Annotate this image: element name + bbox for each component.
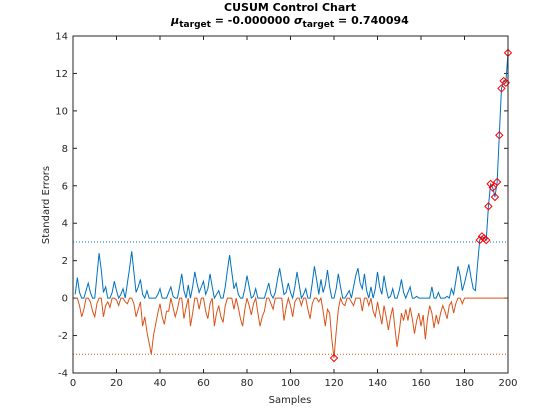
chart-subtitle: μtarget = -0.000000 σtarget = 0.740094	[170, 14, 409, 30]
violation-marker	[482, 235, 491, 245]
x-tick-label: 0	[70, 378, 76, 389]
y-tick-label: -4	[58, 369, 68, 380]
x-tick-label: 140	[368, 378, 387, 389]
series-line	[75, 296, 508, 359]
x-tick-label: 200	[498, 378, 517, 389]
subtitle-part: = -0.000000	[211, 14, 294, 27]
x-tick-label: 100	[281, 378, 300, 389]
x-tick-label: 60	[197, 378, 210, 389]
x-tick-label: 160	[411, 378, 430, 389]
series-line	[74, 52, 509, 300]
subtitle-part: target	[303, 20, 335, 30]
subtitle-part: σ	[294, 14, 303, 27]
violation-marker	[488, 183, 497, 192]
subtitle-part: = 0.740094	[334, 14, 409, 27]
subtitle-part: target	[179, 20, 211, 30]
x-tick-label: 40	[154, 378, 167, 389]
violation-marker	[497, 84, 506, 93]
violation-marker	[475, 235, 484, 245]
y-tick-label: 4	[62, 219, 68, 230]
y-tick-label: 12	[55, 69, 68, 80]
y-axis-label: Standard Errors	[41, 166, 52, 244]
y-tick-label: 10	[55, 106, 68, 117]
violation-marker	[484, 202, 493, 211]
x-tick-label: 180	[455, 378, 474, 389]
violation-marker	[329, 353, 339, 363]
x-axis-label: Samples	[269, 395, 312, 406]
violation-marker	[486, 179, 495, 189]
plot-frame	[72, 35, 509, 374]
violation-marker	[495, 131, 504, 140]
y-tick-label: 8	[62, 144, 68, 155]
y-tick-label: 0	[62, 294, 68, 305]
x-tick-label: 120	[324, 378, 343, 389]
x-tick-label: 80	[241, 378, 254, 389]
y-tick-label: 6	[62, 181, 68, 192]
subtitle-part: μ	[170, 14, 179, 27]
y-tick-label: -2	[58, 331, 68, 342]
chart-title: CUSUM Control Chart	[224, 1, 356, 14]
y-tick-label: 2	[62, 256, 68, 267]
x-tick-label: 20	[110, 378, 123, 389]
y-tick-label: 14	[55, 32, 68, 43]
violation-marker	[492, 177, 502, 187]
violation-marker	[490, 192, 500, 202]
